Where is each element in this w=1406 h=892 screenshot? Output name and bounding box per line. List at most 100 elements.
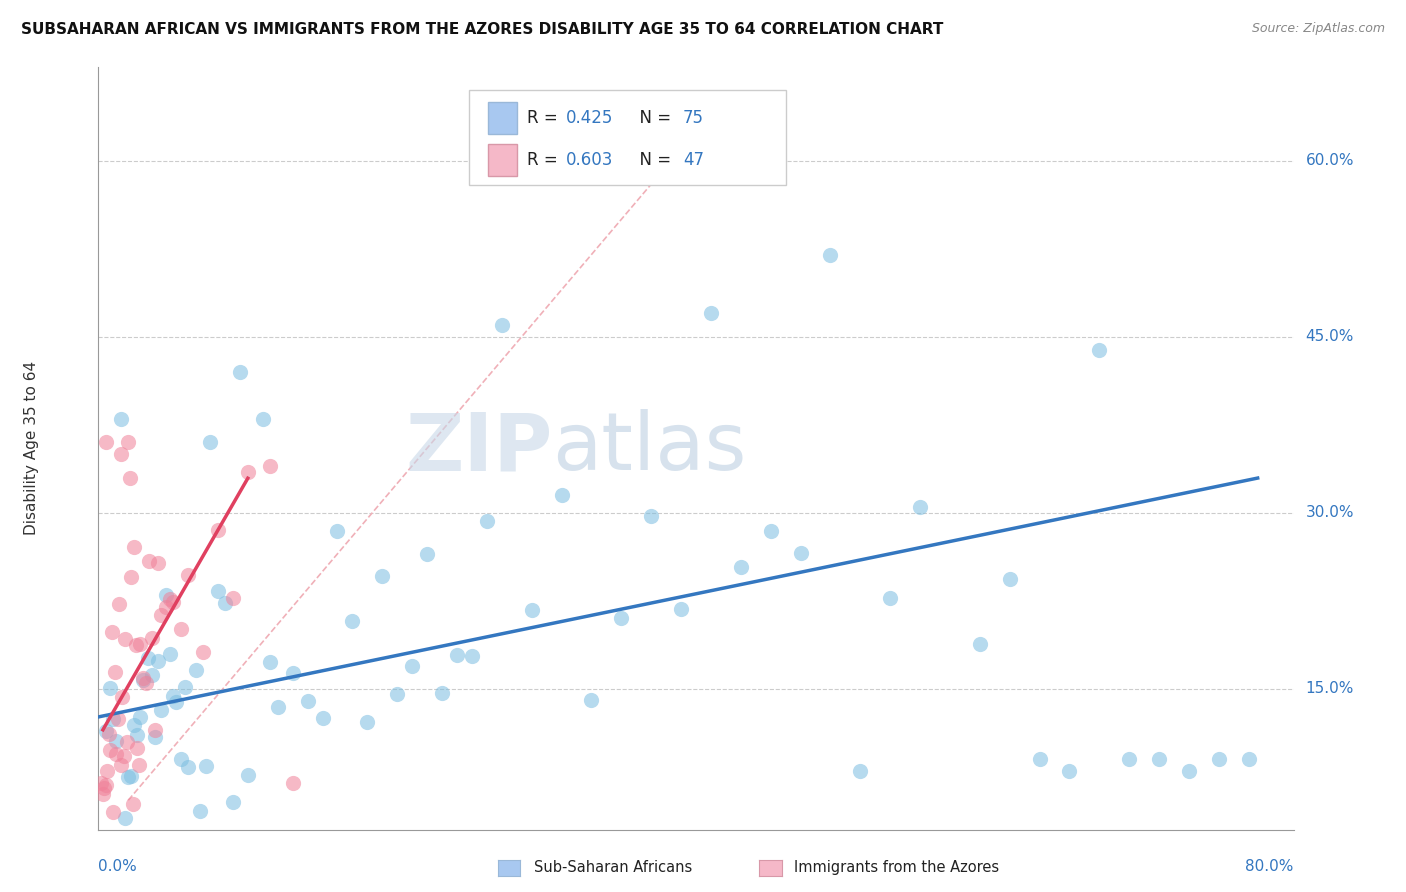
Point — [148, 556, 170, 570]
Point — [1118, 752, 1140, 766]
Point — [371, 569, 394, 583]
Text: N =: N = — [628, 152, 676, 169]
Text: Sub-Saharan Africans: Sub-Saharan Africans — [534, 860, 693, 874]
Point — [127, 728, 149, 742]
Point — [385, 687, 409, 701]
Point — [252, 412, 274, 426]
Point — [174, 680, 197, 694]
Point — [222, 591, 245, 605]
Point — [356, 714, 378, 729]
Point — [141, 667, 163, 681]
Point — [259, 458, 281, 473]
Text: R =: R = — [527, 152, 564, 169]
Point — [520, 602, 543, 616]
Point — [129, 637, 152, 651]
Point — [1028, 752, 1050, 766]
Point — [150, 607, 173, 622]
Point — [730, 559, 752, 574]
Point — [430, 685, 453, 699]
Point — [581, 693, 603, 707]
Point — [111, 690, 134, 704]
Point — [1147, 752, 1170, 766]
Point — [103, 712, 125, 726]
Point — [207, 523, 229, 537]
Point — [169, 623, 191, 637]
Point — [222, 795, 245, 809]
Point — [150, 703, 173, 717]
Point — [200, 435, 222, 450]
Point — [162, 595, 184, 609]
Point — [849, 764, 872, 778]
Point — [610, 611, 633, 625]
Point — [94, 435, 117, 450]
Point — [143, 723, 166, 737]
Point — [103, 805, 125, 819]
Point — [128, 757, 150, 772]
Point — [117, 435, 139, 450]
Point — [127, 741, 149, 756]
Text: N =: N = — [628, 109, 676, 128]
Point — [195, 758, 218, 772]
FancyBboxPatch shape — [488, 103, 517, 134]
Point — [177, 568, 200, 582]
Point — [104, 665, 127, 680]
Point — [281, 665, 304, 680]
Text: 0.0%: 0.0% — [98, 859, 138, 874]
Text: 0.603: 0.603 — [565, 152, 613, 169]
Point — [214, 596, 236, 610]
Text: Source: ZipAtlas.com: Source: ZipAtlas.com — [1251, 22, 1385, 36]
Point — [159, 647, 181, 661]
Point — [155, 599, 177, 614]
Text: 30.0%: 30.0% — [1306, 505, 1354, 520]
Point — [96, 764, 118, 778]
Point — [98, 743, 122, 757]
Point — [236, 768, 259, 782]
Point — [105, 734, 128, 748]
Point — [1237, 752, 1260, 766]
Point — [162, 689, 184, 703]
Point — [117, 770, 139, 784]
Point — [969, 637, 991, 651]
Point — [114, 811, 136, 825]
Point — [124, 717, 146, 731]
Point — [229, 365, 252, 379]
Text: ZIP: ZIP — [405, 409, 553, 487]
Text: Immigrants from the Azores: Immigrants from the Azores — [794, 860, 1000, 874]
Point — [143, 730, 166, 744]
Point — [267, 700, 290, 714]
Point — [93, 781, 115, 796]
Text: SUBSAHARAN AFRICAN VS IMMIGRANTS FROM THE AZORES DISABILITY AGE 35 TO 64 CORRELA: SUBSAHARAN AFRICAN VS IMMIGRANTS FROM TH… — [21, 22, 943, 37]
Point — [908, 500, 931, 514]
Point — [446, 648, 468, 662]
Point — [135, 676, 157, 690]
Point — [177, 760, 200, 774]
Point — [114, 632, 136, 646]
Point — [491, 318, 513, 332]
Point — [136, 650, 159, 665]
Point — [138, 554, 160, 568]
Point — [159, 591, 181, 606]
Point — [669, 602, 692, 616]
Point — [110, 412, 132, 426]
Point — [326, 524, 349, 539]
Point — [141, 631, 163, 645]
Point — [98, 681, 122, 695]
Point — [101, 625, 124, 640]
FancyBboxPatch shape — [488, 145, 517, 177]
Point — [110, 447, 132, 461]
Point — [640, 509, 662, 524]
Point — [120, 769, 142, 783]
Point — [998, 573, 1021, 587]
Point — [124, 540, 146, 554]
Point — [281, 775, 304, 789]
Point — [121, 797, 143, 811]
Point — [550, 488, 572, 502]
Point — [148, 654, 170, 668]
Point — [342, 615, 364, 629]
Point — [97, 727, 120, 741]
Point — [1088, 343, 1111, 358]
Point — [184, 663, 207, 677]
Point — [108, 598, 131, 612]
Point — [169, 752, 191, 766]
Text: 15.0%: 15.0% — [1306, 681, 1354, 697]
